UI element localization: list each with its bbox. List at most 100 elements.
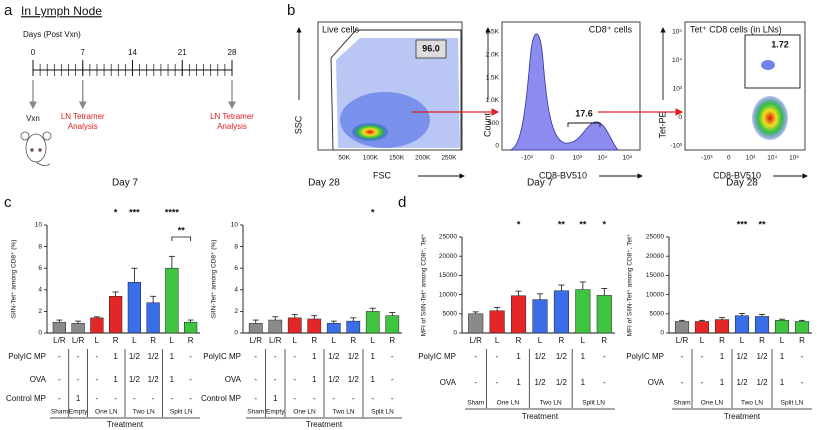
bar [287, 317, 302, 334]
flow-plot-1 [317, 21, 463, 151]
table-cell: 1/2 [556, 352, 568, 361]
gate-value: 96.0 [422, 43, 440, 53]
y-tick-label: 20000 [439, 253, 457, 260]
table-cell: - [274, 352, 277, 361]
plot-title: CD8⁺ cells [589, 24, 633, 34]
x-tick-label: -10³ [701, 155, 713, 162]
bar [146, 302, 160, 334]
panel-label: d [398, 194, 406, 211]
y-tick-label: 4 [234, 287, 238, 294]
table-cell: 1 [113, 352, 118, 361]
group-label: Empty [266, 409, 285, 416]
row-label: OVA [225, 375, 242, 384]
tick-label: 7 [81, 48, 86, 57]
table-cell: 1 [720, 378, 725, 387]
significance: * [371, 207, 375, 217]
significance: * [603, 219, 607, 229]
panel-label: a [4, 2, 13, 19]
bar [468, 313, 484, 334]
table-cell: - [189, 352, 192, 361]
significance: *** [737, 219, 748, 229]
y-tick-label: 10³ [673, 86, 683, 93]
row-label: PolyIC MP [203, 352, 241, 361]
table-cell: 1 [516, 378, 521, 387]
table-cell: 1/2 [348, 352, 360, 361]
y-tick-label: 25000 [439, 234, 457, 241]
y-tick-label: 5000 [650, 311, 665, 318]
bar [165, 267, 179, 334]
table-cell: - [254, 352, 257, 361]
table-cell: - [152, 394, 155, 403]
table-cell: 1 [581, 352, 586, 361]
y-tick-label: 4 [38, 287, 42, 294]
table-cell: - [603, 378, 606, 387]
y-tick-label: 8 [38, 243, 42, 250]
table-footer: Treatment [306, 420, 343, 429]
group-label: Sham [51, 409, 68, 416]
x-tick-label: L/R [676, 336, 689, 345]
bar [575, 289, 591, 334]
table-cell: - [681, 378, 684, 387]
table-cell: - [352, 394, 355, 403]
x-tick-label: R [516, 336, 522, 345]
table-cell: 1/2 [756, 378, 768, 387]
y-tick-label: 10000 [646, 291, 664, 298]
x-tick-label: L [95, 336, 100, 345]
chart-title: Day 7 [112, 178, 139, 189]
table-cell: - [189, 375, 192, 384]
x-tick-label: R [719, 336, 725, 345]
x-tick-label: R [799, 336, 805, 345]
table-cell: 1 [780, 378, 785, 387]
x-tick-label: 10⁵ [789, 155, 799, 162]
table-cell: 1 [581, 378, 586, 387]
table-footer: Treatment [724, 412, 761, 421]
table-cell: 1/2 [148, 375, 160, 384]
y-tick-label: 5000 [443, 311, 458, 318]
x-tick-label: 100K [363, 155, 379, 162]
row-label: PolyIC MP [8, 352, 46, 361]
significance: ** [758, 219, 766, 229]
bar [674, 321, 690, 334]
bar [794, 321, 810, 334]
y-axis-label: Count [482, 113, 492, 138]
bar [774, 320, 790, 334]
table-cell: - [58, 394, 61, 403]
panel-title: In Lymph Node [21, 4, 102, 18]
table-cell: 1 [371, 352, 376, 361]
group-label: Two LN [741, 400, 763, 407]
x-tick-label: -10³ [521, 155, 533, 162]
y-tick-label: 6 [234, 265, 238, 272]
bar [127, 281, 141, 334]
bar [553, 290, 569, 334]
y-tick-label: 15000 [439, 272, 457, 279]
tick-label: 14 [128, 48, 137, 57]
x-tick-label: R [311, 336, 317, 345]
group-label: Sham [467, 400, 484, 407]
bar [532, 299, 548, 334]
x-tick-label: 150K [389, 155, 405, 162]
group-label: Two LN [332, 409, 354, 416]
y-tick-label: 20000 [646, 253, 664, 260]
y-tick-label: 25000 [646, 234, 664, 241]
table-cell: - [496, 378, 499, 387]
y-tick-label: 15000 [646, 272, 664, 279]
flow-plot-3 [684, 21, 806, 151]
tick-label: 21 [178, 48, 187, 57]
bar [714, 319, 730, 334]
table-footer: Treatment [107, 420, 144, 429]
y-axis-label: MFI of SIIN-Tet⁺ among CD8⁺, Tet⁺ [627, 233, 634, 336]
table-cell: 1/2 [348, 375, 360, 384]
y-tick-label: 1.0K [486, 97, 500, 104]
table-cell: 1/2 [736, 378, 748, 387]
table-cell: 1/2 [534, 352, 546, 361]
x-tick-label: L [780, 336, 785, 345]
bar [694, 321, 710, 334]
group-label: Split LN [582, 400, 605, 407]
y-tick-label: 0 [234, 330, 238, 337]
bar [511, 295, 527, 334]
table-cell: - [332, 394, 335, 403]
plot-title: Live cells [322, 24, 360, 34]
table-cell: 1/2 [534, 378, 546, 387]
axis-label: Days (Post Vxn) [23, 30, 81, 39]
event-label: Vxn [26, 114, 40, 123]
